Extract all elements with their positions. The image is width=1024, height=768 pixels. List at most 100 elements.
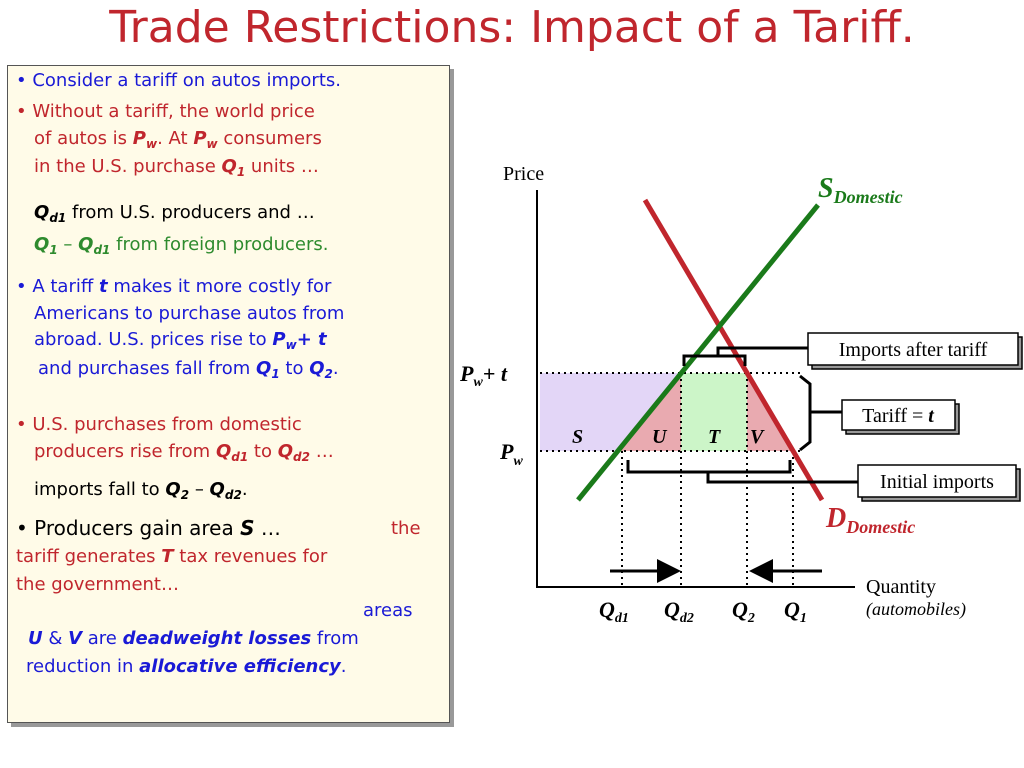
line: Americans to purchase autos from — [34, 303, 344, 325]
subscript: 2 — [747, 611, 755, 626]
subscript: Domestic — [833, 187, 903, 207]
text: abroad. U.S. prices rise to — [34, 329, 273, 350]
symbol: P — [459, 361, 474, 386]
axis-label: (automobiles) — [866, 599, 966, 620]
subscript: w — [206, 137, 218, 151]
area-s — [540, 373, 681, 451]
bullet: • A tariff t makes it more costly for — [16, 276, 331, 298]
subscript: Domestic — [845, 517, 915, 537]
bracket — [799, 374, 842, 452]
symbol: Q — [664, 597, 680, 622]
subscript: d1 — [49, 211, 67, 225]
text: + t — [483, 361, 508, 386]
demand-curve — [642, 198, 825, 502]
symbol: Q — [78, 234, 94, 255]
text: • U.S. purchases from domestic — [16, 414, 302, 435]
slide-title: Trade Restrictions: Impact of a Tariff. — [109, 2, 915, 53]
subscript: 1 — [49, 243, 58, 257]
subscript: d1 — [231, 450, 249, 464]
line: reduction in allocative efficiency. — [26, 656, 347, 678]
text: units … — [245, 156, 319, 177]
callout: Imports after tariff — [839, 339, 988, 361]
line: producers rise from Qd1 to Qd2 … — [34, 441, 334, 463]
text: makes it more costly for — [107, 276, 332, 297]
area-label: T — [708, 426, 721, 448]
subscript: 1 — [236, 165, 246, 179]
symbol: t — [928, 405, 935, 427]
axis-label: Price — [503, 163, 544, 185]
symbol: U — [28, 628, 43, 649]
symbol: V — [68, 628, 83, 649]
quantity-label: Q2 — [732, 597, 755, 626]
area-label: S — [572, 426, 583, 448]
text: . At — [157, 128, 194, 149]
symbol: P — [272, 329, 286, 350]
symbol: Q — [784, 597, 800, 622]
quantity-label: Q1 — [784, 597, 807, 626]
symbol: Q — [34, 202, 50, 223]
text: & — [42, 628, 69, 649]
bullet: • Without a tariff, the world price — [16, 101, 315, 123]
text: Tariff = — [862, 405, 928, 427]
subscript: d1 — [93, 243, 111, 257]
symbol: Q — [165, 479, 181, 500]
text: • Consider a tariff on autos imports. — [16, 70, 341, 91]
area-label: V — [750, 426, 765, 448]
callout: Initial imports — [880, 471, 994, 493]
text-panel: • Consider a tariff on autos imports. • … — [7, 65, 450, 723]
text: from foreign producers. — [110, 234, 329, 255]
axis-label: Quantity — [866, 576, 936, 598]
text: producers rise from — [34, 441, 216, 462]
text: imports fall to — [34, 479, 166, 500]
quantity-label: Qd1 — [599, 597, 629, 626]
subscript: d2 — [293, 450, 310, 464]
label-box — [841, 399, 956, 431]
line: in the U.S. purchase Q1 units … — [34, 156, 319, 178]
symbol: P — [499, 439, 514, 464]
symbol: Q — [732, 597, 748, 622]
symbol: T — [161, 546, 174, 567]
subscript: 1 — [271, 367, 280, 381]
symbol: + t — [296, 329, 327, 350]
subscript: w — [145, 137, 158, 151]
line: and purchases fall from Q1 to Q2. — [38, 358, 339, 380]
bullet: • U.S. purchases from domestic — [16, 414, 302, 436]
text: and purchases fall from — [38, 358, 257, 379]
curve-label: DDomestic — [825, 503, 915, 537]
text: from U.S. producers and … — [66, 202, 315, 223]
line: Q1 – Qd1 from foreign producers. — [34, 234, 328, 256]
emphasis: deadweight losses — [122, 628, 312, 649]
symbol: Q — [221, 156, 237, 177]
symbol: Q — [309, 358, 325, 379]
label-box — [807, 332, 1019, 366]
subscript: 1 — [800, 611, 807, 626]
text: to — [279, 358, 310, 379]
symbol: t — [99, 276, 108, 297]
line: Qd1 from U.S. producers and … — [34, 202, 315, 224]
label-box — [857, 464, 1017, 498]
text: Americans to purchase autos from — [34, 303, 345, 324]
supply-curve — [576, 203, 820, 502]
text: of autos is — [34, 128, 133, 149]
text: to — [248, 441, 278, 462]
line: imports fall to Q2 – Qd2. — [34, 479, 248, 501]
text: tax revenues for — [173, 546, 328, 567]
text: . — [241, 479, 248, 500]
subscript: d2 — [680, 611, 694, 626]
line: the — [391, 518, 421, 540]
text: in the U.S. purchase — [34, 156, 222, 177]
subscript: 2 — [180, 488, 190, 502]
area-label: U — [652, 426, 668, 448]
price-label: Pw — [499, 439, 523, 469]
text: . — [340, 656, 347, 677]
text: tariff generates — [16, 546, 162, 567]
text: … — [254, 516, 281, 540]
line: U & V are deadweight losses from — [28, 628, 359, 650]
line: abroad. U.S. prices rise to Pw+ t — [34, 329, 327, 351]
subscript: d2 — [224, 488, 242, 502]
text: – — [189, 479, 210, 500]
subscript: w — [285, 338, 297, 352]
subscript: w — [513, 454, 523, 469]
bullet: • Consider a tariff on autos imports. — [16, 70, 341, 92]
subscript: 2 — [324, 367, 333, 381]
